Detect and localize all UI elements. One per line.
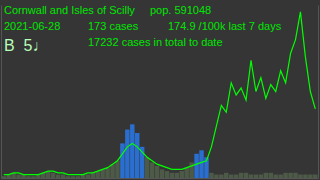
bar <box>91 173 95 178</box>
bar <box>150 162 154 178</box>
bar <box>303 175 307 178</box>
y2-axis <box>318 6 319 179</box>
bar <box>249 175 253 178</box>
x-axis-line <box>2 178 319 179</box>
bar <box>16 175 20 178</box>
bar <box>61 175 65 178</box>
bar <box>224 173 228 178</box>
bar <box>71 176 75 178</box>
bar <box>214 175 218 178</box>
bar <box>165 171 169 178</box>
bar <box>1 176 5 178</box>
bar <box>115 161 119 178</box>
bar <box>160 169 164 178</box>
bar <box>130 124 134 178</box>
x-axis <box>2 178 319 179</box>
annotation: 2021-06-28 <box>4 20 60 32</box>
bar <box>170 173 174 178</box>
annotation: 17232 cases in total to date <box>88 36 223 48</box>
annotation: B 5♩ <box>4 37 48 54</box>
y-axis <box>1 6 2 179</box>
bar <box>110 164 114 178</box>
y2-axis-line <box>318 6 319 179</box>
y-axis-line <box>1 6 2 179</box>
bar <box>184 168 188 178</box>
background <box>0 0 320 180</box>
annotation: 173 cases <box>88 20 139 32</box>
bar <box>239 173 243 178</box>
bar <box>76 176 80 178</box>
bar <box>120 143 124 178</box>
bar <box>219 175 223 178</box>
line <box>4 12 316 175</box>
bar <box>259 175 263 178</box>
bars <box>1 124 317 178</box>
bar <box>135 133 139 178</box>
bar <box>31 176 35 178</box>
bar <box>288 173 292 178</box>
bar <box>105 168 109 178</box>
bar <box>180 171 184 178</box>
bar <box>26 176 30 178</box>
bar <box>283 173 287 178</box>
bar <box>264 173 268 178</box>
bar <box>234 175 238 178</box>
bar <box>66 176 70 178</box>
bar <box>86 175 90 178</box>
bar <box>244 173 248 178</box>
bar <box>273 175 277 178</box>
bar <box>229 175 233 178</box>
bar <box>100 169 104 178</box>
bar <box>56 175 60 178</box>
chart: Cornwall and Isles of Scilly pop. 591048 2… <box>0 0 320 180</box>
plot-area <box>1 12 317 178</box>
bar <box>125 130 129 178</box>
bar <box>254 175 258 178</box>
bar <box>145 157 149 178</box>
title: Cornwall and Isles of Scilly <box>4 4 135 16</box>
texts: Cornwall and Isles of Scilly pop. 591048 2… <box>4 4 282 54</box>
bar <box>155 166 159 178</box>
annotation: 174.9 /100k last 7 days <box>168 20 282 32</box>
bar <box>199 150 203 178</box>
bar <box>194 154 198 178</box>
bar <box>298 175 302 178</box>
bar <box>278 175 282 178</box>
bar <box>209 173 213 178</box>
bar <box>175 173 179 178</box>
bar <box>269 173 273 178</box>
annotation: pop. 591048 <box>150 4 211 16</box>
bar <box>308 175 312 178</box>
bar <box>51 173 55 178</box>
bar <box>313 175 317 178</box>
bar <box>293 173 297 178</box>
